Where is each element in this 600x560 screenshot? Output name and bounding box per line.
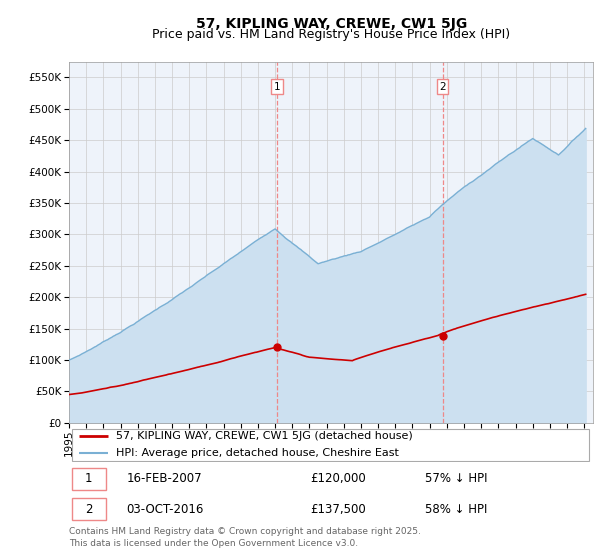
FancyBboxPatch shape <box>71 468 106 489</box>
Text: 57, KIPLING WAY, CREWE, CW1 5JG (detached house): 57, KIPLING WAY, CREWE, CW1 5JG (detache… <box>116 431 413 441</box>
FancyBboxPatch shape <box>71 428 589 461</box>
Text: HPI: Average price, detached house, Cheshire East: HPI: Average price, detached house, Ches… <box>116 448 399 458</box>
Text: 1: 1 <box>85 472 92 486</box>
Text: Contains HM Land Registry data © Crown copyright and database right 2025.
This d: Contains HM Land Registry data © Crown c… <box>69 527 421 548</box>
Text: £137,500: £137,500 <box>310 502 365 516</box>
Text: 16-FEB-2007: 16-FEB-2007 <box>127 472 202 486</box>
Text: 57, KIPLING WAY, CREWE, CW1 5JG: 57, KIPLING WAY, CREWE, CW1 5JG <box>196 16 467 30</box>
Text: 2: 2 <box>85 502 92 516</box>
Text: 2: 2 <box>439 82 446 92</box>
Text: Price paid vs. HM Land Registry's House Price Index (HPI): Price paid vs. HM Land Registry's House … <box>152 28 510 41</box>
Text: 57% ↓ HPI: 57% ↓ HPI <box>425 472 488 486</box>
Text: 58% ↓ HPI: 58% ↓ HPI <box>425 502 488 516</box>
Text: £120,000: £120,000 <box>310 472 365 486</box>
FancyBboxPatch shape <box>71 498 106 520</box>
Text: 1: 1 <box>274 82 281 92</box>
Text: 03-OCT-2016: 03-OCT-2016 <box>127 502 204 516</box>
